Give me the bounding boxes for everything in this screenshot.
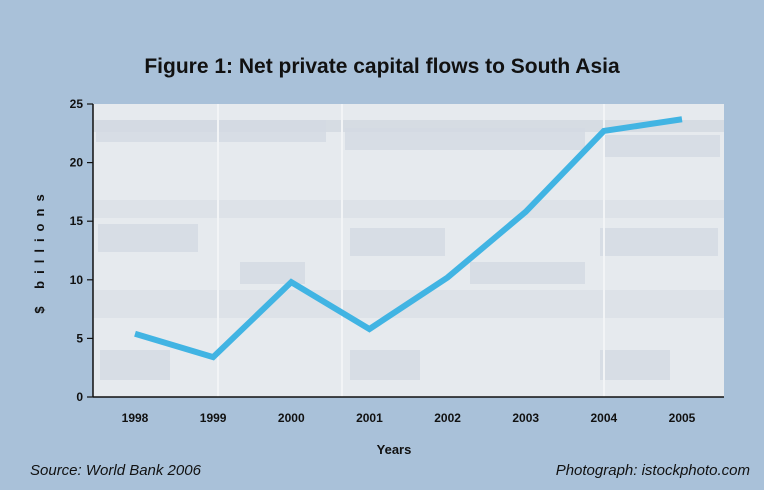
- x-tick-label: 1999: [200, 411, 227, 425]
- y-ticks: 0 5 10 15 20 25: [70, 97, 93, 404]
- x-tick-label: 2004: [591, 411, 618, 425]
- x-tick-label: 2002: [434, 411, 461, 425]
- source-note: Source: World Bank 2006: [30, 462, 201, 479]
- x-tick-label: 2005: [669, 411, 696, 425]
- x-tick-label: 1998: [122, 411, 149, 425]
- y-tick-label: 5: [76, 331, 83, 345]
- x-axis-label: Years: [377, 442, 412, 457]
- y-tick-label: 20: [70, 156, 84, 170]
- newspaper-background-image: [96, 104, 720, 397]
- x-ticks: 1998 1999 2000 2001 2002 2003 2004 2005: [122, 411, 696, 425]
- x-tick-label: 2001: [356, 411, 383, 425]
- y-tick-label: 10: [70, 273, 84, 287]
- y-tick-label: 25: [70, 97, 84, 111]
- y-tick-label: 0: [76, 390, 83, 404]
- chart-title: Figure 1: Net private capital flows to S…: [144, 55, 620, 78]
- series-line: [134, 116, 683, 361]
- x-tick-label: 2000: [278, 411, 305, 425]
- y-axis-label: $ billions: [32, 187, 47, 313]
- y-tick-label: 15: [70, 214, 84, 228]
- photo-credit: Photograph: istockphoto.com: [555, 462, 750, 479]
- x-tick-label: 2003: [512, 411, 539, 425]
- axes: [92, 104, 724, 398]
